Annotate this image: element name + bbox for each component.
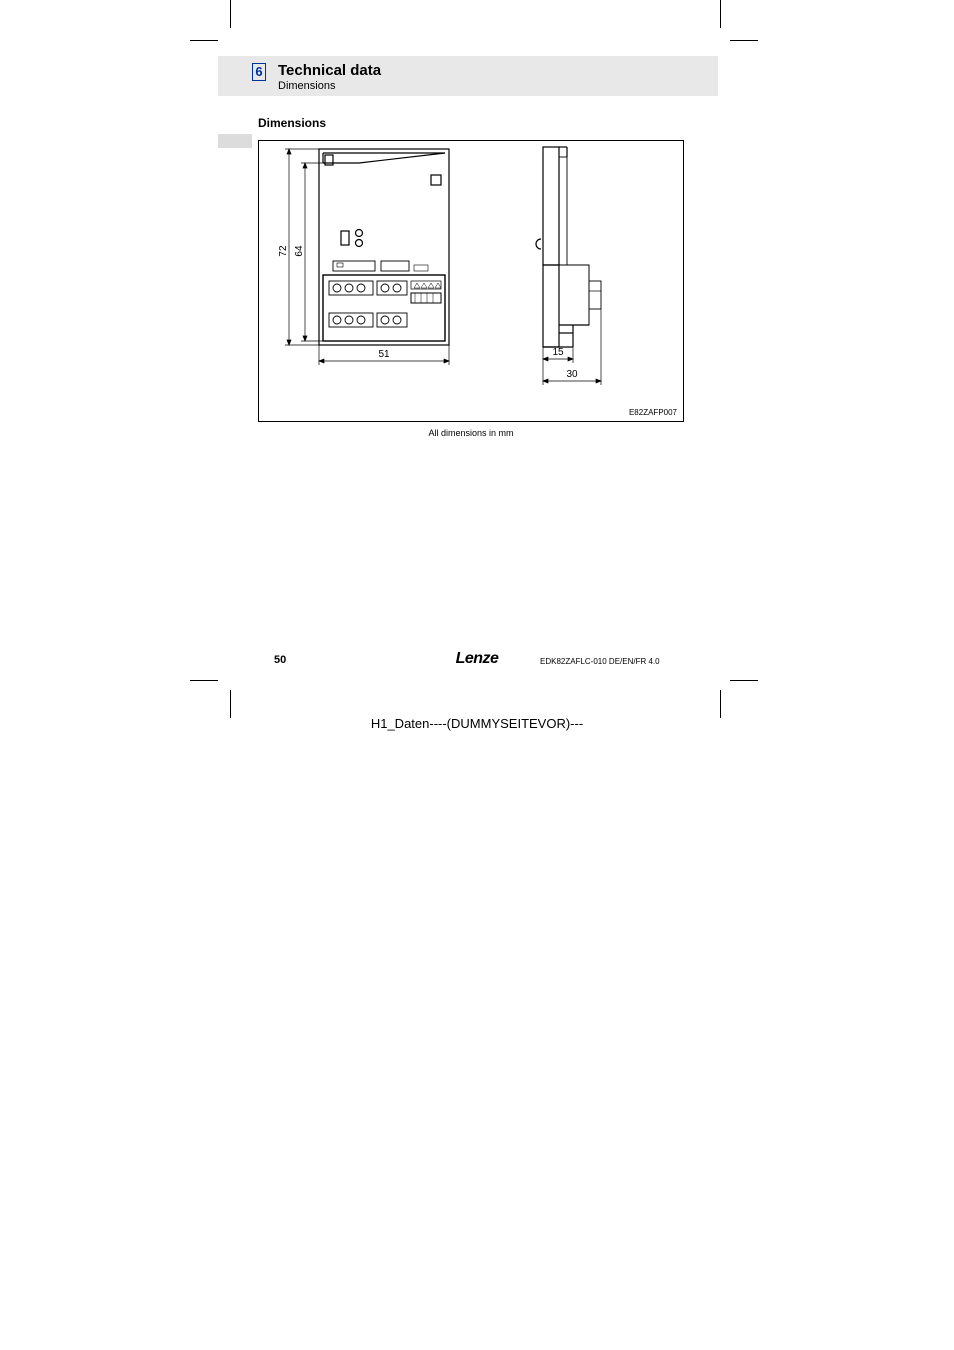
crop-mark <box>230 690 231 718</box>
dim-label-15: 15 <box>552 347 564 358</box>
crop-mark <box>720 690 721 718</box>
dimensions-drawing-svg: 72 64 51 <box>259 141 683 421</box>
figure-caption: All dimensions in mm <box>258 428 684 438</box>
footer-dummy-text: H1_Daten----(DUMMYSEITEVOR)--- <box>0 716 954 731</box>
section-heading: Dimensions <box>258 116 326 130</box>
dim-label-30: 30 <box>566 369 578 380</box>
chapter-number-box: 6 <box>252 63 266 81</box>
crop-mark <box>230 0 231 28</box>
dim-label-72: 72 <box>278 245 289 257</box>
crop-mark <box>720 0 721 28</box>
crop-mark <box>190 680 218 681</box>
document-code: EDK82ZAFLC-010 DE/EN/FR 4.0 <box>540 657 660 666</box>
dim-label-51: 51 <box>378 349 390 360</box>
dimensions-figure: 72 64 51 <box>258 140 684 422</box>
side-tab <box>218 134 252 148</box>
dim-label-64: 64 <box>294 245 305 257</box>
brand-logo: Lenze <box>0 650 954 668</box>
chapter-subtitle: Dimensions <box>278 80 335 92</box>
crop-mark <box>190 40 218 41</box>
chapter-title: Technical data <box>278 62 381 79</box>
crop-mark <box>730 680 758 681</box>
figure-code: E82ZAFP007 <box>629 408 677 417</box>
crop-mark <box>730 40 758 41</box>
